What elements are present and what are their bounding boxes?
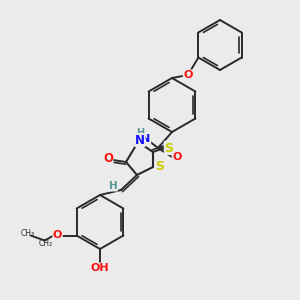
Text: CH₂: CH₂ xyxy=(39,239,53,248)
Text: S: S xyxy=(155,160,164,173)
Text: O: O xyxy=(183,70,193,80)
Text: O: O xyxy=(103,152,113,166)
Text: N: N xyxy=(141,134,151,144)
Text: H: H xyxy=(109,181,117,191)
Text: H: H xyxy=(136,128,144,138)
Text: N: N xyxy=(135,134,145,146)
Text: S: S xyxy=(164,142,173,154)
Text: O: O xyxy=(53,230,62,239)
Text: O: O xyxy=(172,152,182,162)
Text: CH₃: CH₃ xyxy=(21,229,35,238)
Text: OH: OH xyxy=(91,263,109,273)
